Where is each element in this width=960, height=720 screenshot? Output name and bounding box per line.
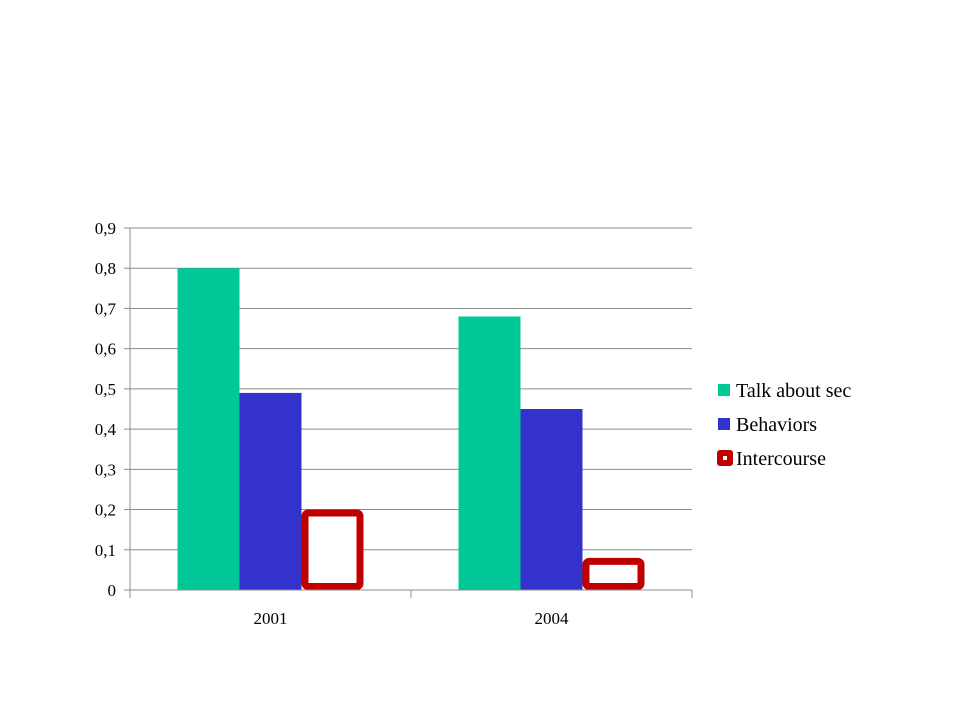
bars [177,268,645,590]
y-tick-label: 0 [108,581,117,600]
axes [124,227,693,598]
legend: Talk about sec Behaviors Intercourse [717,380,851,470]
x-tick-label: 2001 [254,609,288,628]
y-tick-label: 0,8 [95,259,116,278]
y-tick-label: 0,3 [95,460,116,479]
y-tick-label: 0,4 [95,420,117,439]
legend-item: Intercourse [717,448,826,470]
bar-talk-about-sec-2001 [177,268,240,590]
legend-label: Behaviors [736,414,817,436]
x-tick-label: 2004 [535,609,570,628]
legend-item: Behaviors [718,414,817,436]
legend-item: Talk about sec [718,380,851,402]
legend-swatch [718,418,730,430]
y-tick-label: 0,7 [95,299,117,318]
y-axis-tick-labels: 0 0,1 0,2 0,3 0,4 0,5 0,6 0,7 0,8 0,9 [95,219,117,600]
y-tick-label: 0,6 [95,340,116,359]
y-tick-label: 0,9 [95,219,116,238]
bar-intercourse-2001 [301,509,364,590]
bar-talk-about-sec-2004 [458,316,521,590]
x-axis-tick-labels: 2001 2004 [254,609,570,628]
legend-label: Talk about sec [736,380,851,402]
bar-behaviors-2004 [520,409,583,590]
y-tick-label: 0,1 [95,541,116,560]
legend-swatch [718,384,730,396]
legend-label: Intercourse [736,448,826,470]
bar-intercourse-2004 [582,557,645,590]
y-tick-label: 0,2 [95,501,116,520]
bar-behaviors-2001 [239,392,302,590]
legend-swatch-inner [723,456,727,460]
y-tick-label: 0,5 [95,380,116,399]
